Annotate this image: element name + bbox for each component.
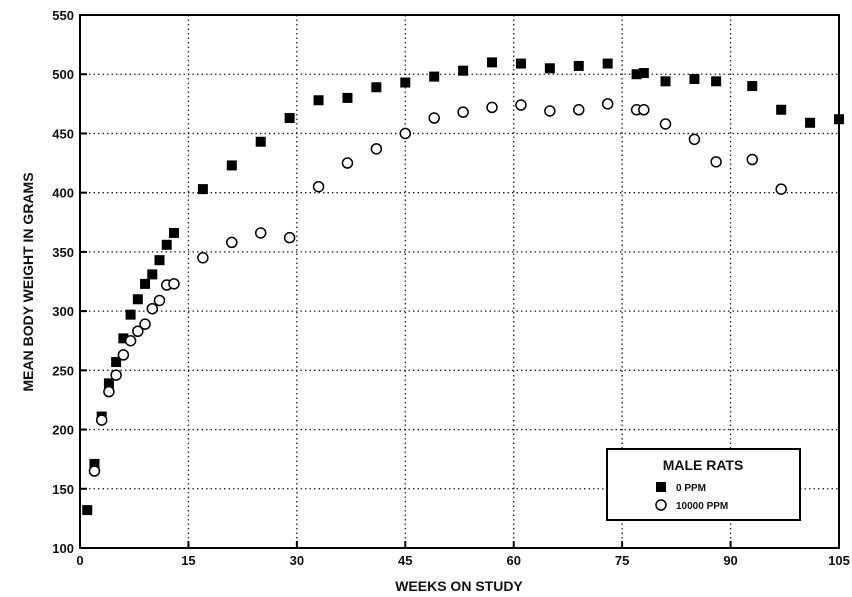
point-10000ppm bbox=[601, 98, 614, 110]
point-0ppm bbox=[226, 160, 237, 171]
point-10000ppm bbox=[146, 302, 159, 315]
data-points bbox=[82, 57, 844, 516]
y-tick-label: 300 bbox=[52, 304, 74, 319]
point-10000ppm bbox=[428, 112, 440, 124]
y-tick-label: 450 bbox=[52, 126, 74, 141]
point-0ppm bbox=[111, 357, 122, 368]
point-0ppm bbox=[602, 58, 613, 69]
point-0ppm bbox=[371, 82, 382, 93]
point-10000ppm bbox=[132, 325, 144, 337]
legend-title: MALE RATS bbox=[663, 457, 744, 473]
y-axis-title: MEAN BODY WEIGHT IN GRAMS bbox=[20, 172, 36, 391]
point-0ppm bbox=[140, 278, 151, 289]
point-10000ppm bbox=[659, 118, 672, 130]
x-tick-label: 45 bbox=[398, 553, 412, 568]
point-10000ppm bbox=[283, 231, 296, 244]
plot-frame bbox=[79, 14, 840, 549]
point-0ppm bbox=[458, 65, 469, 76]
point-0ppm bbox=[255, 136, 266, 147]
x-tick-label: 105 bbox=[828, 553, 850, 568]
point-10000ppm bbox=[88, 465, 101, 477]
point-10000ppm bbox=[638, 104, 650, 116]
point-10000ppm bbox=[544, 105, 556, 117]
point-0ppm bbox=[118, 333, 129, 344]
point-0ppm bbox=[82, 505, 93, 516]
point-10000ppm bbox=[775, 183, 787, 195]
legend-box bbox=[606, 448, 801, 521]
point-10000ppm bbox=[746, 153, 759, 166]
point-10000ppm bbox=[117, 349, 130, 361]
point-10000ppm bbox=[139, 318, 151, 330]
x-tick-label: 15 bbox=[181, 553, 195, 568]
point-0ppm bbox=[776, 104, 787, 115]
point-0ppm bbox=[89, 458, 100, 469]
point-0ppm bbox=[429, 71, 440, 82]
point-10000ppm bbox=[370, 143, 383, 155]
y-tick-label: 350 bbox=[52, 245, 74, 260]
point-10000ppm bbox=[515, 99, 527, 111]
point-0ppm bbox=[168, 227, 179, 238]
point-10000ppm bbox=[168, 278, 180, 290]
point-0ppm bbox=[515, 58, 526, 69]
x-tick-label: 30 bbox=[290, 553, 304, 568]
x-tick-label: 60 bbox=[506, 553, 520, 568]
point-0ppm bbox=[711, 76, 722, 87]
point-10000ppm bbox=[124, 334, 137, 347]
x-tick-label: 0 bbox=[76, 553, 83, 568]
legend-marker-0ppm bbox=[656, 482, 666, 492]
point-0ppm bbox=[284, 113, 295, 124]
point-0ppm bbox=[147, 269, 158, 280]
point-10000ppm bbox=[573, 104, 585, 116]
point-10000ppm bbox=[688, 133, 701, 146]
point-10000ppm bbox=[457, 106, 469, 118]
legend-label-10000ppm: 10000 PPM bbox=[676, 501, 728, 512]
point-0ppm bbox=[487, 57, 498, 68]
legend-marker-10000ppm bbox=[655, 499, 667, 511]
y-tick-label: 250 bbox=[52, 363, 74, 378]
y-tick-label: 550 bbox=[52, 8, 74, 23]
point-0ppm bbox=[573, 60, 584, 71]
point-0ppm bbox=[161, 239, 172, 250]
legend: MALE RATS 0 PPM 10000 PPM bbox=[606, 448, 801, 521]
point-10000ppm bbox=[226, 236, 238, 249]
point-0ppm bbox=[544, 63, 555, 74]
point-10000ppm bbox=[341, 157, 354, 169]
point-10000ppm bbox=[254, 227, 267, 239]
point-0ppm bbox=[631, 69, 642, 80]
point-10000ppm bbox=[312, 180, 325, 193]
point-10000ppm bbox=[95, 414, 108, 426]
point-10000ppm bbox=[197, 252, 209, 264]
point-0ppm bbox=[197, 184, 208, 195]
y-tick-label: 150 bbox=[52, 482, 74, 497]
point-0ppm bbox=[132, 294, 143, 305]
point-10000ppm bbox=[153, 294, 166, 307]
point-0ppm bbox=[805, 117, 816, 128]
point-10000ppm bbox=[110, 369, 122, 381]
point-10000ppm bbox=[399, 127, 412, 140]
axis-ticks: 0 15 30 45 60 75 90 105 100 150 200 250 300 350 400 450… bbox=[52, 8, 850, 568]
x-axis-title: WEEKS ON STUDY bbox=[395, 578, 523, 594]
point-0ppm bbox=[103, 378, 114, 389]
x-tick-label: 75 bbox=[615, 553, 629, 568]
y-tick-label: 200 bbox=[52, 423, 74, 438]
point-0ppm bbox=[154, 255, 165, 266]
y-tick-label: 100 bbox=[52, 541, 74, 556]
point-0ppm bbox=[125, 309, 136, 320]
point-0ppm bbox=[638, 68, 649, 79]
point-10000ppm bbox=[710, 156, 722, 168]
point-0ppm bbox=[660, 76, 671, 87]
point-0ppm bbox=[689, 73, 700, 84]
point-0ppm bbox=[747, 81, 758, 92]
point-0ppm bbox=[400, 77, 411, 88]
point-0ppm bbox=[342, 92, 353, 103]
y-tick-label: 500 bbox=[52, 67, 74, 82]
point-10000ppm bbox=[103, 385, 115, 398]
point-0ppm bbox=[313, 95, 324, 106]
y-tick-label: 400 bbox=[52, 186, 74, 201]
point-10000ppm bbox=[486, 101, 498, 114]
legend-label-0ppm: 0 PPM bbox=[676, 483, 706, 494]
x-tick-label: 90 bbox=[723, 553, 737, 568]
